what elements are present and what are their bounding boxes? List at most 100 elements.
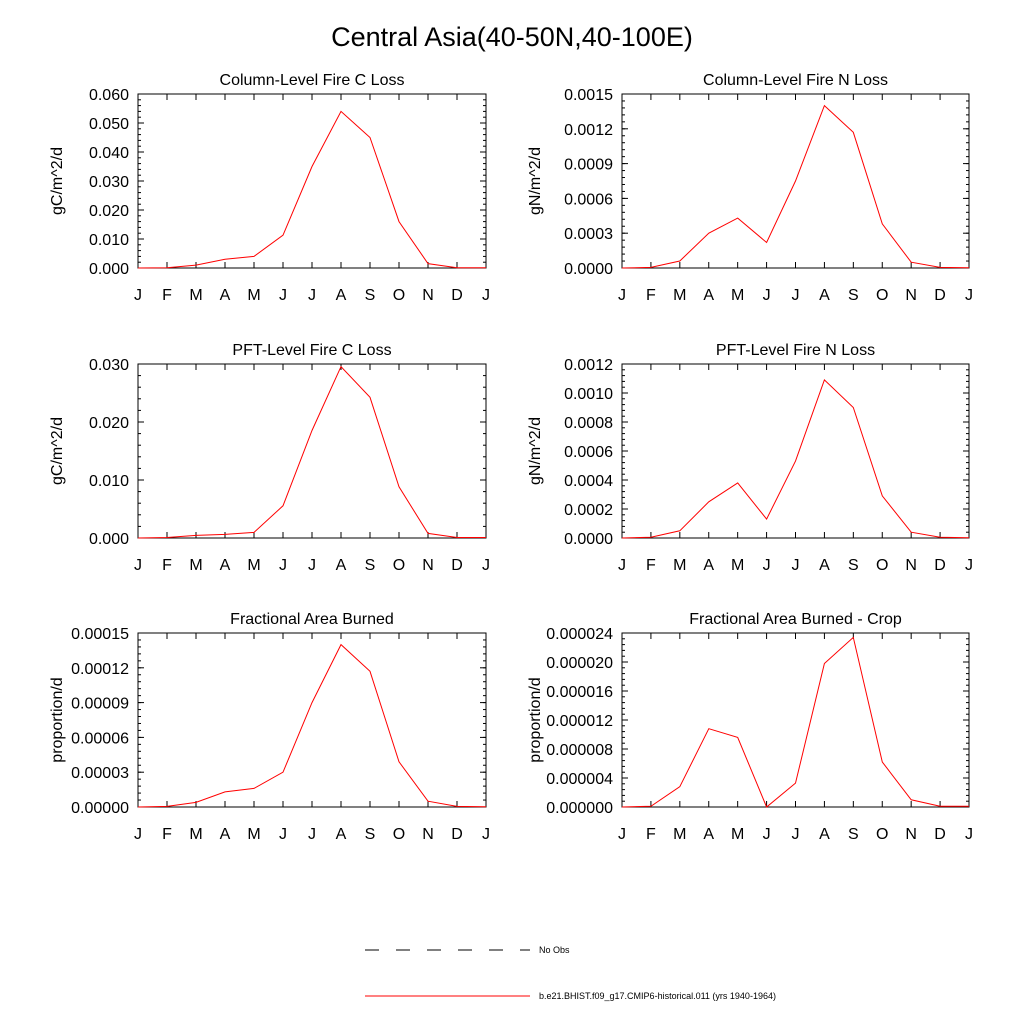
- y-tick-label: 0.0000: [564, 261, 613, 278]
- x-tick-label: F: [646, 557, 656, 574]
- x-tick-label: J: [763, 287, 771, 304]
- y-tick-label: 0.00009: [71, 696, 129, 713]
- x-tick-label: J: [308, 826, 316, 843]
- x-tick-label: J: [763, 826, 771, 843]
- series-line: [137, 643, 487, 808]
- y-tick-label: 0.0006: [564, 444, 613, 461]
- chart-panel-2: Column-Level Fire N Loss gN/m^2/d 0.0000 0.…: [527, 72, 973, 304]
- x-tick-label: N: [422, 287, 434, 304]
- y-tick-label: 0.000024: [546, 626, 613, 643]
- plot-frame: [137, 363, 487, 539]
- x-tick-label: O: [393, 287, 405, 304]
- x-tick-label: J: [482, 287, 490, 304]
- x-tick-label: S: [365, 557, 376, 574]
- y-tick-label: 0.030: [89, 357, 129, 374]
- plot-frame: [621, 363, 970, 539]
- x-tick-label: N: [905, 287, 917, 304]
- panel-title: Fractional Area Burned - Crop: [689, 611, 902, 628]
- x-tick-label: S: [848, 287, 859, 304]
- x-tick-label: M: [247, 557, 260, 574]
- series-line: [621, 636, 969, 808]
- plot-frame: [137, 632, 487, 808]
- x-tick-label: S: [848, 557, 859, 574]
- x-tick-label: M: [673, 826, 686, 843]
- x-tick-label: S: [848, 826, 859, 843]
- x-tick-label: O: [876, 287, 888, 304]
- x-tick-label: A: [220, 557, 231, 574]
- y-tick-label: 0.050: [89, 116, 129, 133]
- y-tick-label: 0.0012: [564, 357, 613, 374]
- panel-title: PFT-Level Fire N Loss: [716, 342, 875, 359]
- x-tick-label: J: [482, 826, 490, 843]
- x-tick-label: M: [731, 826, 744, 843]
- x-tick-label: A: [819, 287, 830, 304]
- x-tick-label: F: [162, 557, 172, 574]
- x-tick-label: J: [965, 826, 973, 843]
- x-tick-label: J: [965, 287, 973, 304]
- x-tick-label: D: [451, 557, 463, 574]
- series-line: [137, 365, 486, 539]
- chart-panel-5: Fractional Area Burned proportion/d 0.0000…: [49, 611, 490, 843]
- y-tick-label: 0.0012: [564, 122, 613, 139]
- y-tick-label: 0.00006: [71, 730, 129, 747]
- x-tick-label: F: [162, 287, 172, 304]
- y-tick-label: 0.030: [89, 174, 129, 191]
- x-tick-label: J: [792, 557, 800, 574]
- figure-title: Central Asia(40-50N,40-100E): [331, 22, 693, 52]
- y-tick-label: 0.000020: [546, 655, 613, 672]
- panel-title: PFT-Level Fire C Loss: [232, 342, 391, 359]
- x-tick-label: J: [482, 557, 490, 574]
- y-tick-label: 0.000008: [546, 742, 613, 759]
- x-tick-label: M: [673, 557, 686, 574]
- y-tick-label: 0.060: [89, 87, 129, 104]
- series-line: [137, 110, 486, 269]
- x-tick-label: J: [308, 557, 316, 574]
- x-tick-label: N: [905, 826, 917, 843]
- y-tick-label: 0.000: [89, 261, 129, 278]
- legend-no-obs-label: No Obs: [539, 945, 570, 955]
- x-tick-label: M: [673, 287, 686, 304]
- x-tick-label: A: [703, 287, 714, 304]
- y-axis-label: proportion/d: [49, 677, 66, 762]
- series-line: [621, 379, 970, 539]
- x-tick-label: O: [393, 557, 405, 574]
- y-tick-label: 0.000: [89, 531, 129, 548]
- panel-title: Fractional Area Burned: [230, 611, 394, 628]
- x-tick-label: J: [763, 557, 771, 574]
- legend: No Obs b.e21.BHIST.f09_g17.CMIP6-histori…: [365, 945, 776, 1001]
- x-tick-label: F: [162, 826, 172, 843]
- y-axis-label: proportion/d: [527, 677, 544, 762]
- y-tick-label: 0.020: [89, 203, 129, 220]
- x-tick-label: J: [618, 557, 626, 574]
- x-tick-label: J: [792, 287, 800, 304]
- x-tick-label: J: [134, 287, 142, 304]
- x-tick-label: O: [393, 826, 405, 843]
- x-tick-label: J: [965, 557, 973, 574]
- x-tick-label: J: [134, 557, 142, 574]
- y-tick-label: 0.0010: [564, 386, 613, 403]
- y-tick-label: 0.000016: [546, 684, 613, 701]
- x-tick-label: O: [876, 557, 888, 574]
- legend-model-label: b.e21.BHIST.f09_g17.CMIP6-historical.011…: [539, 991, 776, 1001]
- x-tick-label: M: [189, 287, 202, 304]
- y-axis-label: gC/m^2/d: [49, 417, 66, 485]
- x-tick-label: S: [365, 287, 376, 304]
- y-axis-label: gN/m^2/d: [527, 417, 544, 485]
- x-tick-label: D: [451, 287, 463, 304]
- x-tick-label: O: [876, 826, 888, 843]
- panel-title: Column-Level Fire C Loss: [220, 72, 405, 89]
- y-tick-label: 0.0002: [564, 502, 613, 519]
- chart-panel-3: PFT-Level Fire C Loss gC/m^2/d 0.000 0.010 0…: [49, 342, 490, 574]
- y-axis-label: gC/m^2/d: [49, 147, 66, 215]
- x-tick-label: N: [905, 557, 917, 574]
- x-tick-label: D: [451, 826, 463, 843]
- x-tick-label: D: [934, 826, 946, 843]
- x-tick-label: M: [731, 287, 744, 304]
- y-tick-label: 0.020: [89, 415, 129, 432]
- plot-frame: [621, 632, 970, 808]
- x-tick-label: J: [308, 287, 316, 304]
- chart-panels: Column-Level Fire C Loss gC/m^2/d 0.000 0.0…: [49, 72, 973, 843]
- x-tick-label: J: [792, 826, 800, 843]
- x-tick-label: F: [646, 287, 656, 304]
